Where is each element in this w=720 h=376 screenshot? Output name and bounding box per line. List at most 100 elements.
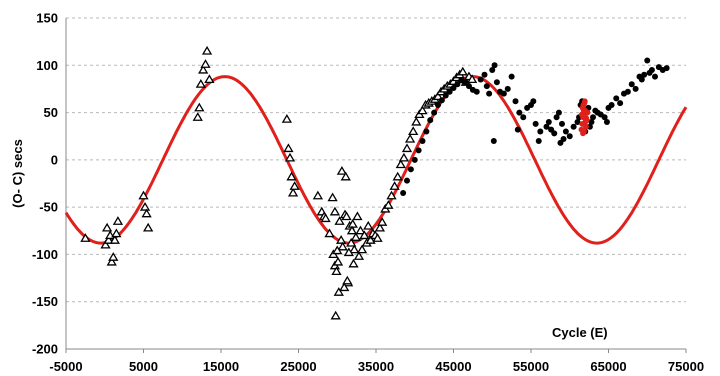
triangle-point	[103, 235, 114, 244]
triangle-point	[365, 235, 376, 244]
circle-point	[419, 137, 426, 144]
triangle-point	[80, 233, 91, 242]
triangle-point	[355, 225, 366, 235]
circle-point	[641, 71, 648, 78]
triangle-point	[336, 166, 348, 175]
circle-point	[545, 119, 552, 126]
triangle-point	[349, 244, 360, 254]
circle-point	[532, 120, 539, 127]
circle-point	[555, 109, 562, 116]
circle-point	[481, 71, 488, 78]
circle-point	[628, 81, 635, 88]
triangle-point	[333, 287, 344, 296]
triangle-point	[457, 66, 468, 76]
triangle-point	[401, 143, 413, 153]
red-point	[580, 130, 586, 137]
triangle-point	[398, 152, 410, 162]
circle-point	[588, 119, 595, 126]
circle-point	[516, 109, 523, 116]
x-axis-title: Cycle (E)	[552, 325, 608, 340]
circle-point	[435, 102, 441, 109]
triangle-point	[287, 187, 299, 197]
triangle-point	[346, 225, 358, 235]
triangle-point	[395, 159, 406, 169]
triangle-point	[109, 235, 120, 244]
triangle-point	[331, 266, 342, 276]
triangle-point	[289, 181, 300, 190]
triangle-point	[201, 45, 213, 55]
circle-point	[490, 137, 497, 144]
y-tick-label: 150	[36, 11, 58, 26]
circle-point	[477, 76, 484, 83]
triangle-point	[363, 220, 374, 230]
triangle-point	[112, 216, 124, 225]
triangle-point	[392, 171, 403, 181]
y-axis-title: (O- C) secs	[10, 139, 25, 208]
triangle-point	[198, 64, 209, 74]
circle-point	[537, 128, 544, 135]
triangle-point	[383, 200, 394, 209]
x-tick-label: 55000	[513, 359, 549, 374]
circle-point	[543, 123, 550, 130]
triangle-point	[389, 181, 400, 190]
axes	[65, 18, 687, 353]
triangle-point	[324, 228, 335, 238]
circle-point	[560, 136, 567, 143]
triangle-point	[100, 239, 111, 249]
circle-point	[400, 189, 407, 196]
circle-point	[504, 85, 511, 92]
circle-point	[652, 73, 658, 80]
x-tick-label: 15000	[203, 359, 239, 374]
triangle-point	[200, 59, 211, 68]
circle-point	[415, 147, 422, 154]
circle-point	[446, 88, 453, 95]
x-tick-label: 35000	[358, 359, 394, 374]
red-point	[582, 123, 589, 129]
circle-point	[407, 166, 414, 173]
triangle-point	[195, 79, 206, 88]
circle-point	[574, 119, 581, 126]
triangle-point	[320, 213, 331, 223]
circle-point	[613, 95, 620, 102]
x-tick-label: 65000	[590, 359, 626, 374]
triangle-point	[356, 244, 368, 254]
x-tick-label: 25000	[280, 359, 316, 374]
circle-point	[500, 90, 507, 97]
red-point	[578, 111, 585, 118]
y-tick-label: -150	[32, 294, 58, 309]
grid-lines	[66, 17, 686, 303]
triangle-point	[340, 171, 351, 181]
triangle-point	[352, 211, 363, 221]
circle-point	[404, 177, 410, 184]
triangle-point	[377, 217, 388, 226]
triangle-point	[408, 126, 419, 136]
circle-point	[514, 126, 521, 133]
y-tick-label: 50	[44, 105, 58, 120]
triangle-point	[111, 228, 122, 238]
data-points	[80, 45, 670, 320]
circle-point	[624, 88, 631, 95]
triangle-point	[334, 216, 345, 225]
triangle-point	[204, 74, 215, 84]
circle-point	[535, 137, 542, 144]
triangle-point	[342, 275, 353, 285]
circle-point	[648, 67, 655, 74]
triangle-point	[143, 222, 154, 232]
circle-point	[491, 62, 498, 69]
triangle-point	[281, 114, 293, 123]
triangle-point	[284, 152, 296, 162]
triangle-point	[327, 192, 338, 202]
circle-point	[566, 133, 573, 140]
triangle-point	[386, 190, 397, 200]
triangle-point	[346, 237, 357, 247]
circle-point	[454, 81, 461, 88]
circle-point	[466, 83, 472, 90]
x-tick-label: 5000	[129, 359, 158, 374]
triangle-point	[312, 190, 324, 200]
circle-point	[423, 128, 430, 135]
circle-point	[512, 98, 519, 105]
circle-point	[663, 65, 670, 72]
y-tick-label: -200	[32, 342, 58, 357]
circle-point	[431, 109, 438, 116]
